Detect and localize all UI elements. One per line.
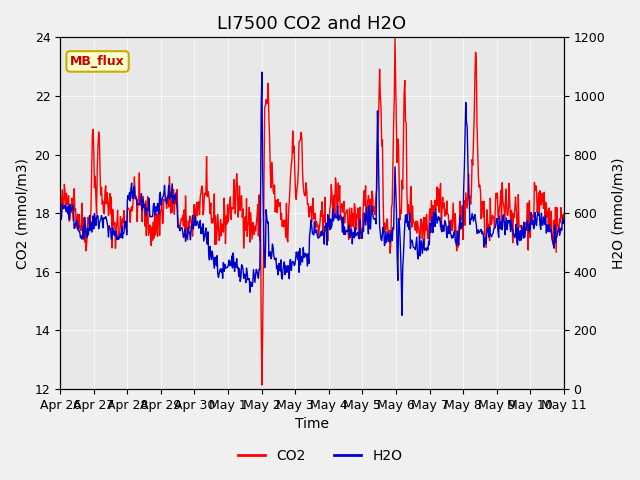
H2O <box>168 181 176 187</box>
CO2 <box>388 201 396 206</box>
H2O <box>65 216 73 222</box>
H2O <box>56 206 64 212</box>
CO2 <box>560 211 568 217</box>
CO2 <box>195 199 203 204</box>
H2O <box>195 225 203 231</box>
H2O <box>117 235 125 240</box>
Title: LI7500 CO2 and H2O: LI7500 CO2 and H2O <box>218 15 406 33</box>
H2O <box>374 108 381 114</box>
CO2 <box>168 209 176 215</box>
H2O <box>560 218 568 224</box>
Y-axis label: H2O (mmol/m3): H2O (mmol/m3) <box>611 157 625 269</box>
X-axis label: Time: Time <box>295 418 329 432</box>
Text: MB_flux: MB_flux <box>70 55 125 68</box>
H2O <box>258 69 266 75</box>
Line: H2O: H2O <box>60 72 564 315</box>
CO2 <box>391 35 399 40</box>
Y-axis label: CO2 (mmol/m3): CO2 (mmol/m3) <box>15 158 29 269</box>
Line: CO2: CO2 <box>60 37 564 385</box>
CO2 <box>374 141 381 147</box>
CO2 <box>65 218 73 224</box>
H2O <box>398 312 406 318</box>
Legend: CO2, H2O: CO2, H2O <box>232 443 408 468</box>
CO2 <box>117 220 125 226</box>
H2O <box>388 238 396 243</box>
CO2 <box>258 382 266 388</box>
CO2 <box>56 204 64 210</box>
